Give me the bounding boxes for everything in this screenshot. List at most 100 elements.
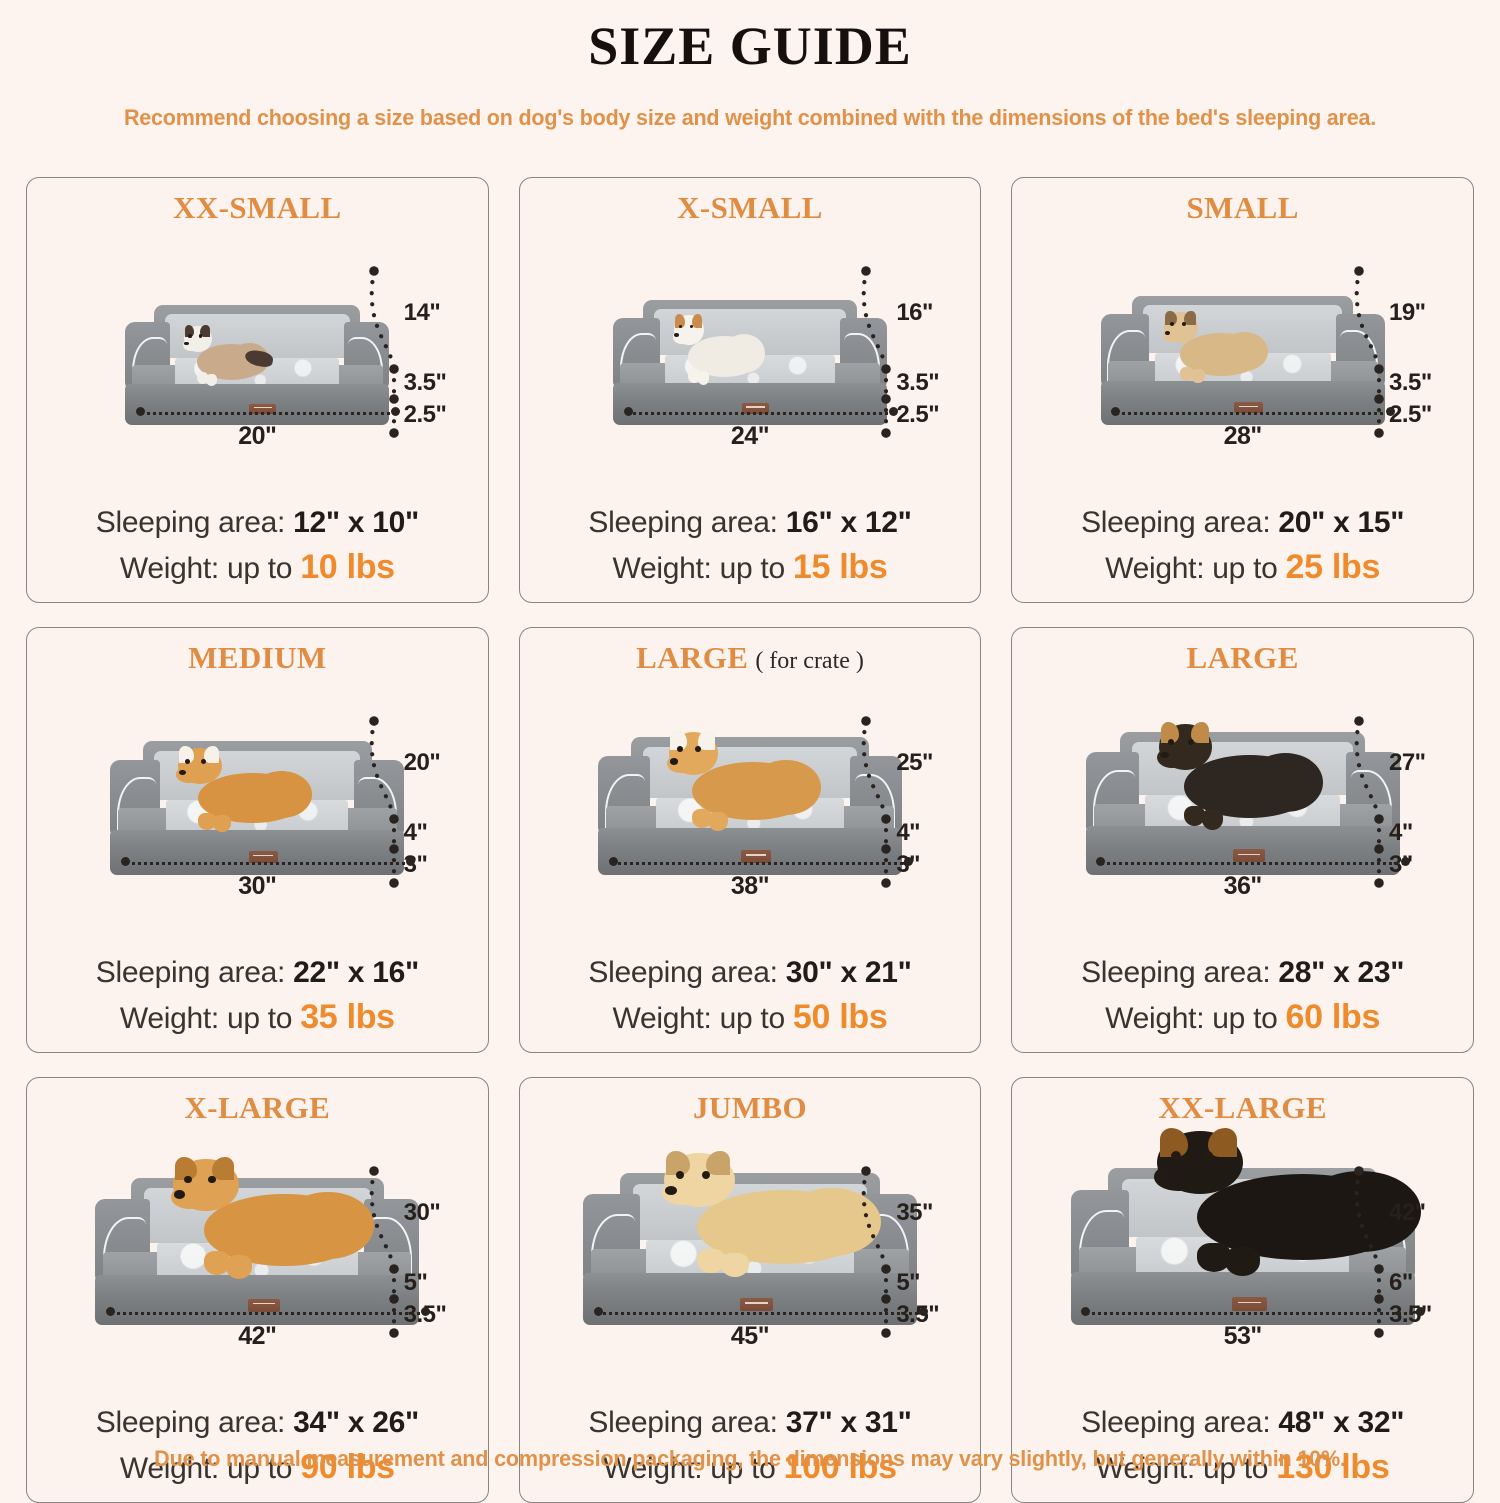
- pet-eye: [185, 759, 191, 765]
- size-card-title: X-SMALL: [520, 178, 981, 225]
- bed-height-label: 20": [403, 749, 441, 777]
- bed-bolster-height-label: 3.5": [403, 369, 447, 397]
- pet-illustration: [160, 1156, 378, 1279]
- pet-haunch: [251, 771, 313, 818]
- pet-haunch: [282, 1192, 374, 1259]
- bed-height-label: 27": [1388, 749, 1426, 777]
- width-dimension-line: [110, 1312, 426, 1316]
- size-card[interactable]: LARGE 27" 4" 3" 36" Sleeping area: 28" x 23" W…: [1011, 627, 1474, 1053]
- pet-paw: [708, 811, 729, 832]
- weight-prefix: Weight: up to: [1105, 1001, 1286, 1035]
- pet-illustration: [178, 324, 275, 387]
- bed-bolster-height-label: 4": [896, 819, 921, 847]
- bed-width-label: 24": [730, 422, 770, 451]
- sleeping-area-line: Sleeping area: 12" x 10": [27, 503, 488, 544]
- sleeping-area-prefix: Sleeping area:: [95, 955, 294, 989]
- pet-nose: [674, 333, 680, 338]
- bed-right-piping: [1350, 770, 1393, 837]
- width-dimension-cap-left: [136, 407, 145, 417]
- weight-line: Weight: up to 35 lbs: [27, 994, 488, 1040]
- bed-right-piping: [844, 332, 881, 392]
- weight-value: 100 lbs: [783, 1447, 898, 1486]
- pet-haunch: [781, 1187, 881, 1257]
- bed-base-height-label: 2.5": [896, 401, 940, 429]
- size-card-title: XX-SMALL: [27, 178, 488, 225]
- pet-paw: [1201, 808, 1224, 830]
- size-card-specs: Sleeping area: 22" x 16" Weight: up to 35…: [27, 953, 488, 1040]
- bed-right-piping: [347, 336, 384, 393]
- pet-paw: [691, 808, 712, 829]
- pet-nose: [184, 341, 189, 346]
- bed-right-piping: [865, 1213, 910, 1285]
- bed-bolster-height-label: 6": [1388, 1269, 1413, 1297]
- pet-eye: [188, 334, 192, 338]
- brand-logo-patch: [740, 850, 772, 863]
- pet-illustration: [668, 313, 767, 385]
- page-title: SIZE GUIDE: [588, 16, 912, 76]
- size-card[interactable]: XX-SMALL 14" 3.5" 2.5" 20" Sleeping area: 12"…: [26, 177, 489, 603]
- pet-eye: [1171, 1151, 1182, 1162]
- bed-left-piping: [590, 1213, 635, 1285]
- weight-value: 90 lbs: [300, 1447, 395, 1486]
- bed-bolster-height-label: 3.5": [1388, 369, 1432, 397]
- size-card[interactable]: JUMBO 35" 5" 3.5" 45" Sleeping area: 37" x 31…: [518, 1077, 982, 1503]
- size-card[interactable]: LARGE( for crate )25"4"3"38"Sleeping are…: [518, 627, 982, 1053]
- bed-illustration: 19" 3.5" 2.5" 28": [1012, 227, 1473, 459]
- weight-line: Weight: up to 10 lbs: [27, 544, 488, 590]
- pet-eye: [208, 1175, 216, 1184]
- size-card-size-label: JUMBO: [693, 1090, 807, 1125]
- bed-width-label: 53": [1223, 1322, 1263, 1351]
- pet-ear: [674, 313, 685, 328]
- size-card-note: ( for crate ): [755, 648, 864, 674]
- width-dimension-callout: 45": [520, 1305, 981, 1359]
- weight-line: Weight: up to 25 lbs: [1012, 544, 1473, 590]
- bed-bolster-height-label: 3.5": [896, 369, 940, 397]
- pet-ear: [1184, 310, 1196, 325]
- weight-line: Weight: up to 60 lbs: [1012, 994, 1473, 1040]
- pet-ear: [175, 1156, 198, 1181]
- size-card-specs: Sleeping area: 30" x 21" Weight: up to 50…: [520, 953, 981, 1040]
- width-dimension-callout: 38": [520, 855, 981, 909]
- sleeping-area-prefix: Sleeping area:: [1081, 505, 1279, 539]
- bed-right-piping: [1340, 330, 1378, 391]
- sleeping-area-prefix: Sleeping area:: [1081, 955, 1279, 989]
- width-dimension-cap-left: [608, 857, 618, 867]
- weight-line: Weight: up to 50 lbs: [520, 994, 981, 1040]
- pet-paw: [1191, 369, 1205, 384]
- size-card-specs: Sleeping area: 34" x 26" Weight: up to 90…: [27, 1403, 488, 1490]
- pet-nose: [669, 758, 678, 765]
- bed-illustration: 30"5"3.5"42": [27, 1127, 488, 1359]
- size-card-size-label: LARGE: [636, 640, 749, 675]
- sleeping-area-value: 34" x 26": [293, 1405, 419, 1439]
- width-dimension-callout: 20": [27, 405, 488, 459]
- pet-eye: [201, 759, 207, 765]
- brand-logo-patch: [1233, 849, 1265, 863]
- height-dimension-callout: 16" 3.5" 2.5": [852, 265, 972, 441]
- weight-line: Weight: up to 100 lbs: [520, 1444, 981, 1490]
- bed-illustration: 35" 5" 3.5" 45": [520, 1127, 981, 1359]
- bed-bolster-height-label: 4": [1388, 819, 1413, 847]
- size-card[interactable]: MEDIUM 20" 4" 3" 30" Sleeping area: 22" x 16"…: [26, 627, 489, 1053]
- bed-left-piping: [117, 776, 157, 840]
- pet-ear: [212, 1156, 235, 1181]
- bed-illustration: 27" 4" 3" 36": [1012, 677, 1473, 909]
- width-dimension-line: [1085, 1312, 1422, 1316]
- weight-value: 25 lbs: [1285, 547, 1381, 586]
- weight-line: Weight: up to 130 lbs: [1012, 1444, 1473, 1490]
- weight-value: 60 lbs: [1285, 997, 1381, 1036]
- weight-value: 50 lbs: [792, 997, 888, 1036]
- size-card[interactable]: SMALL 19" 3.5" 2.5" 28" Sleeping area: 20" x …: [1011, 177, 1474, 603]
- width-dimension-callout: 28": [1012, 405, 1473, 459]
- pet-ear: [666, 1150, 690, 1176]
- bed-illustration: 20" 4" 3" 30": [27, 677, 488, 909]
- bed-width-label: 38": [730, 872, 770, 901]
- width-dimension-cap-left: [121, 857, 130, 867]
- pet-illustration: [169, 746, 315, 833]
- width-dimension-cap-right: [421, 1307, 430, 1317]
- size-card[interactable]: XX-LARGE 42" 6" 3.5" 53" Sleeping area: 48" x…: [1011, 1077, 1474, 1503]
- width-dimension-cap-right: [1416, 1307, 1426, 1317]
- weight-prefix: Weight: up to: [612, 1001, 793, 1035]
- size-card-size-label: XX-SMALL: [173, 190, 342, 225]
- size-card[interactable]: X-SMALL 16" 3.5" 2.5" 24" Sleeping area: 16" …: [518, 177, 982, 603]
